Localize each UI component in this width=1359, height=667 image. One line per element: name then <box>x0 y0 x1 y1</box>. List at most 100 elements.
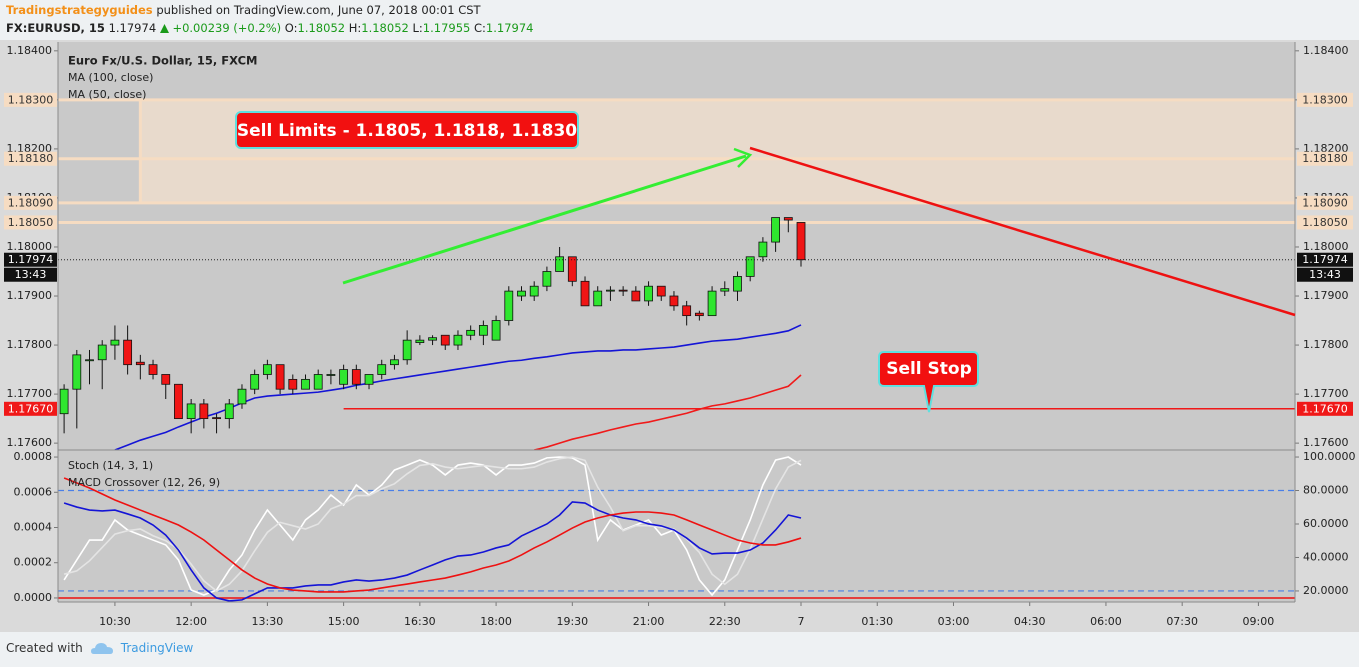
price-plot <box>58 98 1295 450</box>
chart-title: Euro Fx/U.S. Dollar, 15, FXCM <box>68 54 257 68</box>
y-tick-label: 100.0000 <box>1303 450 1356 463</box>
pane-borders <box>57 42 1296 603</box>
candle-body <box>745 256 755 277</box>
y-tick-label: 0.0006 <box>14 485 53 498</box>
candle-body <box>224 403 234 420</box>
y-tick-label: 0.0008 <box>14 450 53 463</box>
level-box <box>1297 151 1353 166</box>
x-tick-label: 06:00 <box>1090 615 1122 628</box>
y-tick-label: 1.17700 <box>1303 387 1349 400</box>
candle-body <box>644 285 653 302</box>
candle-body <box>237 388 247 405</box>
level-box <box>4 401 57 416</box>
x-tick-label: 09:00 <box>1243 615 1275 628</box>
candle-body <box>85 359 94 362</box>
y-tick-label: 1.17900 <box>7 289 53 302</box>
level-label: 1.18180 <box>1302 152 1348 165</box>
candle-body <box>351 369 361 385</box>
last-price-label: 1.17974 <box>8 253 54 266</box>
ohlc-value: 1.18052 <box>361 21 409 35</box>
y-tick-label: 1.17600 <box>7 436 53 449</box>
y-tick-label: 40.0000 <box>1303 550 1349 563</box>
ohlc-value: 1.18052 <box>297 21 346 35</box>
level-box <box>1297 195 1353 210</box>
y-tick-label: 1.18200 <box>1303 142 1349 155</box>
x-tick-label: 01:30 <box>861 615 893 628</box>
candle-body <box>250 374 260 390</box>
candle-body <box>186 403 196 420</box>
candle-body <box>390 359 399 366</box>
level-label: 1.18180 <box>8 152 54 165</box>
candle-body <box>567 256 577 282</box>
level-label: 1.18090 <box>8 196 54 209</box>
y-tick-label: 1.17700 <box>7 387 53 400</box>
y-tick-label: 1.17800 <box>7 338 53 351</box>
candle-body <box>199 403 209 420</box>
drawings: Sell Limits - 1.1805, 1.1818, 1.1830 Sel… <box>235 111 1296 413</box>
candle-body <box>275 364 285 390</box>
candle-body <box>97 344 107 361</box>
moving-average <box>534 374 802 450</box>
candle-body <box>288 378 298 390</box>
candle-body <box>517 290 526 297</box>
x-tick-label: 22:30 <box>709 615 741 628</box>
published: published on TradingView.com, June 07, 2… <box>156 3 481 17</box>
level-label: 1.18050 <box>1302 216 1348 229</box>
candle-body <box>618 289 628 292</box>
level-box <box>4 215 57 230</box>
x-tick-label: 18:00 <box>480 615 512 628</box>
stoch-line <box>63 456 802 597</box>
up-triangle <box>159 24 169 33</box>
y-tick-label: 1.17900 <box>1303 289 1349 302</box>
candle-body <box>110 339 120 346</box>
symbol: FX:EURUSD, 15 <box>6 21 105 35</box>
callout-text: Sell Limits - 1.1805, 1.1818, 1.1830 <box>237 121 577 141</box>
y-tick-label: 0.0000 <box>14 591 53 604</box>
ohlc-label: O: <box>284 21 298 35</box>
logo <box>90 643 113 654</box>
candle-body <box>720 288 730 292</box>
candle-body <box>174 383 183 420</box>
candle-body <box>682 305 692 317</box>
level-box <box>4 195 57 210</box>
candle-body <box>694 312 704 317</box>
candle-body <box>453 334 463 346</box>
price-labels: 1.18300 1.18300 1.18180 1.18180 1.18090 1.180… <box>4 54 1353 489</box>
candle-body <box>466 329 476 336</box>
level-label: 1.18300 <box>8 93 54 106</box>
footer: Created with TradingView <box>6 641 193 655</box>
ohlc-label: C: <box>474 21 486 35</box>
candle-body <box>669 295 679 307</box>
indicator-plot <box>58 456 1295 602</box>
level-box <box>1297 92 1353 107</box>
candle-body <box>313 374 323 390</box>
level-box <box>1297 401 1353 416</box>
candle-body <box>593 290 603 307</box>
candle-body <box>656 285 666 297</box>
y-tick-label: 0.0002 <box>14 556 53 569</box>
candle-body <box>631 290 641 302</box>
y-tick-label: 60.0000 <box>1303 517 1349 530</box>
level-label: 1.18050 <box>8 216 54 229</box>
created-with: Created with <box>6 641 83 655</box>
countdown-box <box>4 267 57 282</box>
candle-body <box>364 374 374 385</box>
last-price-box <box>1297 252 1353 267</box>
candle-body <box>59 388 69 415</box>
brand: TradingView <box>120 641 194 655</box>
candle-body <box>733 276 742 292</box>
candle-body <box>339 369 349 385</box>
level-box <box>1297 215 1353 230</box>
x-tick-label: 12:00 <box>175 615 207 628</box>
candle-body <box>606 289 615 292</box>
ohlc-value: 1.17974 <box>485 21 534 35</box>
candle-body <box>478 325 488 336</box>
ohlc-label: H: <box>348 21 362 35</box>
x-tick-label: 03:00 <box>938 615 970 628</box>
candle-body <box>428 337 437 341</box>
y-tick-label: 1.17800 <box>1303 338 1349 351</box>
y-tick-label: 1.18200 <box>7 142 53 155</box>
candle-body <box>707 290 717 317</box>
